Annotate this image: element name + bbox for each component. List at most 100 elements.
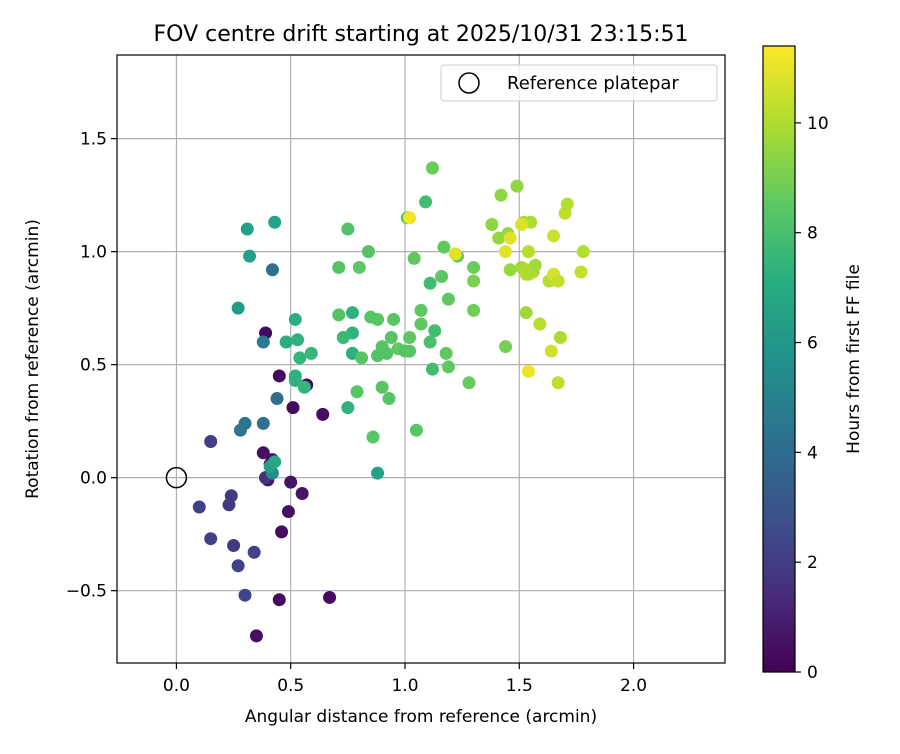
colorbar-tick-label: 0 xyxy=(807,663,818,683)
data-point xyxy=(553,331,567,345)
y-tick-label: 1.5 xyxy=(80,130,107,150)
data-point xyxy=(281,505,295,519)
data-point xyxy=(503,263,517,277)
y-axis-ticks: −0.5 0.0 0.5 1.0 1.5 xyxy=(66,130,117,602)
y-tick-label: 1.0 xyxy=(80,243,107,263)
data-point xyxy=(403,211,417,225)
data-point xyxy=(295,486,309,500)
colorbar-tick-label: 2 xyxy=(807,553,818,573)
data-point xyxy=(528,258,542,272)
data-point xyxy=(304,346,318,360)
y-axis-label: Rotation from reference (arcmin) xyxy=(23,219,43,499)
data-point xyxy=(499,245,513,259)
data-point xyxy=(256,416,270,430)
chart-title: FOV centre drift starting at 2025/10/31 … xyxy=(154,22,689,47)
data-point xyxy=(414,317,428,331)
data-point xyxy=(256,446,270,460)
data-point xyxy=(272,593,286,607)
data-point xyxy=(387,312,401,326)
x-axis-ticks: 0.0 0.5 1.0 1.5 2.0 xyxy=(163,663,647,696)
data-point xyxy=(256,335,270,349)
data-point xyxy=(293,351,307,365)
colorbar-tick-label: 8 xyxy=(807,224,818,244)
data-point xyxy=(279,335,293,349)
colorbar-label: Hours from first FF file xyxy=(844,264,864,454)
colorbar-tick-label: 6 xyxy=(807,334,818,354)
data-point xyxy=(428,324,442,338)
data-point xyxy=(316,407,330,421)
data-point xyxy=(222,498,236,512)
data-point xyxy=(521,364,535,378)
data-point xyxy=(249,629,263,643)
data-point xyxy=(238,588,252,602)
data-point xyxy=(414,303,428,317)
data-point xyxy=(437,240,451,254)
data-point xyxy=(419,195,433,209)
data-point xyxy=(204,434,218,448)
data-point xyxy=(515,218,529,232)
y-tick-label: 0.0 xyxy=(80,469,107,489)
colorbar-ticks: 0 2 4 6 8 10 xyxy=(795,114,829,683)
data-point xyxy=(332,308,346,322)
data-point xyxy=(243,249,257,263)
grid xyxy=(117,55,725,663)
data-point xyxy=(227,538,241,552)
colorbar xyxy=(762,45,796,673)
data-point xyxy=(560,197,574,211)
x-tick-label: 1.5 xyxy=(506,676,533,696)
data-point xyxy=(341,222,355,236)
data-point xyxy=(284,475,298,489)
data-point xyxy=(247,545,261,559)
data-point xyxy=(533,317,547,331)
data-point xyxy=(270,392,284,406)
legend: Reference platepar xyxy=(440,64,718,102)
data-point xyxy=(352,260,366,274)
x-axis-label: Angular distance from reference (arcmin) xyxy=(245,707,597,727)
data-point xyxy=(350,385,364,399)
colorbar-tick-label: 4 xyxy=(807,443,818,463)
data-point xyxy=(384,331,398,345)
data-point xyxy=(268,215,282,229)
data-point xyxy=(494,188,508,202)
data-point xyxy=(231,301,245,315)
data-point xyxy=(521,245,535,259)
data-point xyxy=(544,344,558,358)
data-point xyxy=(265,263,279,277)
data-point xyxy=(275,525,289,539)
data-point xyxy=(371,312,385,326)
data-point xyxy=(336,331,350,345)
data-point xyxy=(355,351,369,365)
colorbar-tick-label: 10 xyxy=(807,114,829,134)
data-point xyxy=(503,231,517,245)
legend-marker-icon xyxy=(458,72,480,94)
data-point xyxy=(288,373,302,387)
data-point xyxy=(519,306,533,320)
data-point xyxy=(403,344,417,358)
data-point xyxy=(547,229,561,243)
data-point xyxy=(382,392,396,406)
data-point xyxy=(268,455,282,469)
data-point xyxy=(439,346,453,360)
data-point xyxy=(448,247,462,261)
data-point xyxy=(467,303,481,317)
data-point xyxy=(441,360,455,374)
data-point xyxy=(435,270,449,284)
data-point xyxy=(366,430,380,444)
data-point xyxy=(409,423,423,437)
data-point xyxy=(345,306,359,320)
data-point xyxy=(341,401,355,415)
data-point xyxy=(425,161,439,175)
data-point xyxy=(551,274,565,288)
x-tick-label: 1.0 xyxy=(391,676,418,696)
data-point xyxy=(323,590,337,604)
data-point xyxy=(510,179,524,193)
data-point xyxy=(288,312,302,326)
x-tick-label: 2.0 xyxy=(620,676,647,696)
data-point xyxy=(192,500,206,514)
data-point xyxy=(286,401,300,415)
data-point xyxy=(231,559,245,573)
data-point xyxy=(361,245,375,259)
data-point xyxy=(272,369,286,383)
